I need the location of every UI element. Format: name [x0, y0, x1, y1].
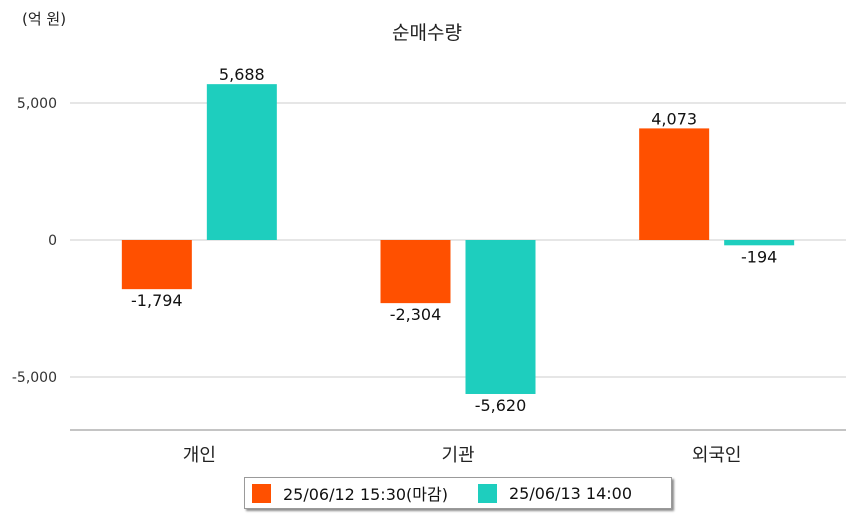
chart-legend: 25/06/12 15:30(마감) 25/06/13 14:00 — [244, 477, 672, 509]
legend-label-series-2: 25/06/13 14:00 — [508, 483, 633, 503]
legend-label-series-1: 25/06/12 15:30(마감) — [283, 485, 448, 504]
y-tick-label: -5,000 — [12, 370, 57, 386]
y-tick-label: 0 — [48, 233, 57, 249]
bar-2-2 — [465, 240, 536, 394]
bar-1-1 — [121, 240, 192, 290]
legend-item-series-2[interactable]: 25/06/13 14:00 — [477, 483, 633, 503]
legend-swatch-series-2 — [477, 483, 497, 503]
legend-swatch-series-1 — [252, 483, 271, 503]
bar-1-3 — [639, 128, 710, 240]
chart-title: 순매수량 — [392, 22, 462, 44]
unit-label: (억 원) — [22, 10, 67, 28]
x-tick-label: 개인 — [183, 445, 216, 466]
bar-2-1 — [206, 84, 277, 240]
y-tick-label: 5,000 — [17, 96, 57, 112]
data-label: -1,794 — [131, 291, 183, 310]
bar-1-2 — [380, 240, 451, 304]
data-label: 4,073 — [651, 109, 697, 128]
data-label: -2,304 — [390, 305, 442, 324]
bar-2-3 — [724, 240, 795, 246]
legend-item-series-1[interactable]: 25/06/12 15:30(마감) — [252, 481, 448, 505]
x-tick-label: 외국인 — [692, 445, 742, 466]
data-label: 5,688 — [219, 65, 265, 84]
x-tick-label: 기관 — [441, 445, 474, 466]
data-label: -194 — [741, 247, 777, 266]
data-label: -5,620 — [475, 396, 527, 415]
